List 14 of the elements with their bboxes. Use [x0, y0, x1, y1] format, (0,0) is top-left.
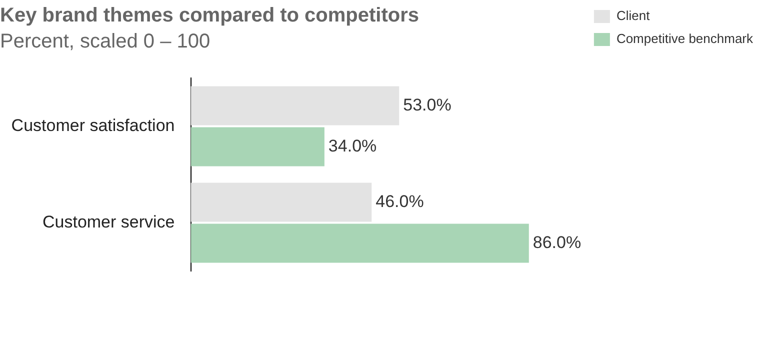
data-label: 46.0% — [376, 192, 424, 211]
bar — [190, 224, 529, 263]
data-label: 86.0% — [532, 232, 582, 252]
legend-label: Competitive benchmark — [616, 31, 754, 46]
bar — [190, 86, 400, 126]
data-label: 53.0% — [403, 95, 452, 114]
data-label: 34.0% — [328, 136, 377, 156]
chart-title: Key brand themes compared to competitors — [0, 4, 419, 27]
y-tick-label: Customer satisfaction — [11, 116, 175, 135]
chart-subtitle: Percent, scaled 0 – 100 — [0, 30, 210, 53]
bar — [190, 182, 372, 222]
legend-label: Client — [616, 8, 650, 24]
y-tick-label: Customer service — [42, 212, 175, 232]
bar — [190, 127, 324, 166]
